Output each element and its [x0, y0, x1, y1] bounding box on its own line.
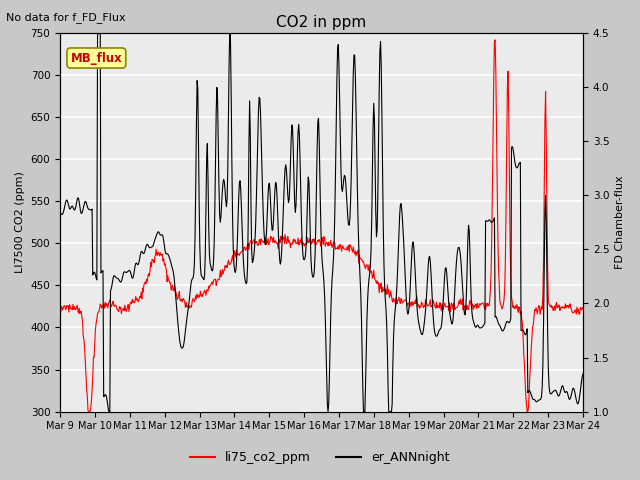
Legend: li75_co2_ppm, er_ANNnight: li75_co2_ppm, er_ANNnight	[186, 446, 454, 469]
Title: CO2 in ppm: CO2 in ppm	[276, 15, 367, 30]
Y-axis label: FD Chamber-flux: FD Chamber-flux	[615, 175, 625, 269]
Y-axis label: LI7500 CO2 (ppm): LI7500 CO2 (ppm)	[15, 171, 25, 273]
Text: MB_flux: MB_flux	[70, 51, 122, 64]
Text: No data for f_FD_Flux: No data for f_FD_Flux	[6, 12, 126, 23]
